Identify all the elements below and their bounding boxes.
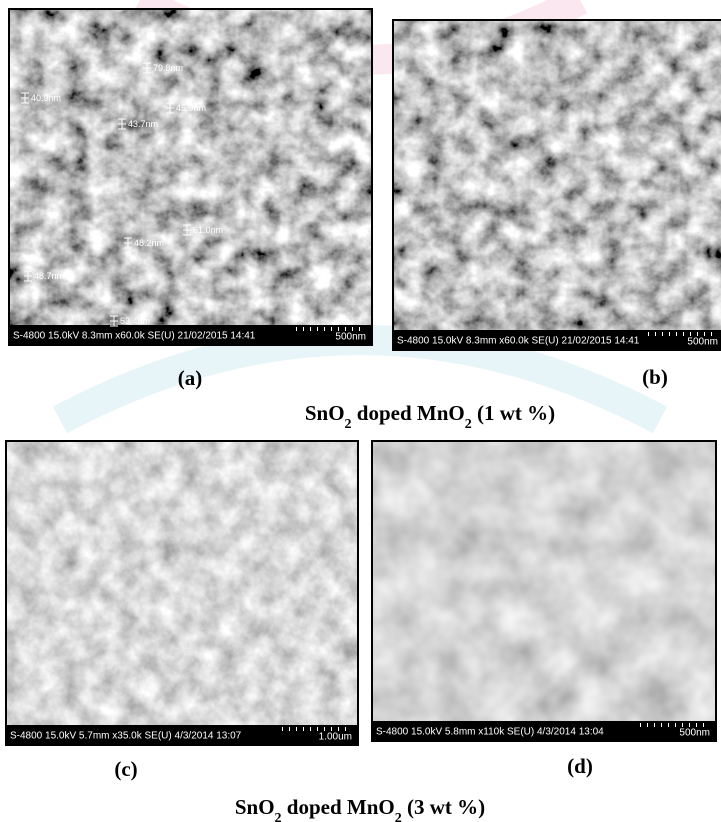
caption-part: SnO: [305, 401, 345, 425]
scale-label: 500nm: [335, 332, 366, 343]
caption-part: 2: [345, 417, 352, 432]
caption-part: (3 wt %): [402, 795, 485, 819]
caption-part: 2: [275, 811, 282, 822]
panel-label: (a): [178, 366, 203, 390]
sem-image: S-4800 15.0kV 8.3mm x60.0k SE(U) 21/02/2…: [9, 9, 372, 345]
measurement: 48.2nm: [134, 238, 164, 248]
sem-image: S-4800 15.0kV 5.8mm x110k SE(U) 4/3/2014…: [372, 441, 716, 741]
measurement: 48.7nm: [34, 271, 64, 281]
scale-label: 500nm: [687, 337, 718, 348]
image-info: S-4800 15.0kV 5.8mm x110k SE(U) 4/3/2014…: [376, 727, 604, 738]
panel-label: (d): [567, 754, 593, 778]
caption-part: 2: [465, 417, 472, 432]
figure: S-4800 15.0kV 8.3mm x60.0k SE(U) 21/02/2…: [0, 0, 721, 822]
measurement: 43.7nm: [128, 119, 158, 129]
panel-label: (c): [114, 757, 137, 781]
image-info: S-4800 15.0kV 5.7mm x35.0k SE(U) 4/3/201…: [10, 731, 242, 742]
caption: SnO2 doped MnO2 (1 wt %): [305, 401, 555, 432]
caption-part: doped MnO: [282, 795, 395, 819]
measurement: 61.0nm: [193, 225, 223, 235]
scale-label: 1.00um: [319, 732, 352, 743]
image-info: S-4800 15.0kV 8.3mm x60.0k SE(U) 21/02/2…: [13, 331, 256, 342]
caption-part: doped MnO: [352, 401, 465, 425]
image-info: S-4800 15.0kV 8.3mm x60.0k SE(U) 21/02/2…: [397, 336, 640, 347]
measurement: 53.4nm: [120, 316, 150, 326]
micrograph: [6, 441, 358, 725]
sem-image: S-4800 15.0kV 5.7mm x35.0k SE(U) 4/3/201…: [6, 441, 358, 745]
caption-part: 2: [395, 811, 402, 822]
sem-image: S-4800 15.0kV 8.3mm x60.0k SE(U) 21/02/2…: [393, 20, 721, 350]
caption-part: SnO: [235, 795, 275, 819]
measurement: 79.8nm: [153, 63, 183, 73]
measurement: 40.9nm: [31, 93, 61, 103]
panel-label: (b): [642, 365, 668, 389]
micrograph: [372, 441, 716, 721]
caption: SnO2 doped MnO2 (3 wt %): [235, 795, 485, 822]
measurement: 45.9nm: [176, 103, 206, 113]
scale-label: 500nm: [679, 728, 710, 739]
micrograph: [393, 20, 721, 330]
caption-part: (1 wt %): [472, 401, 555, 425]
